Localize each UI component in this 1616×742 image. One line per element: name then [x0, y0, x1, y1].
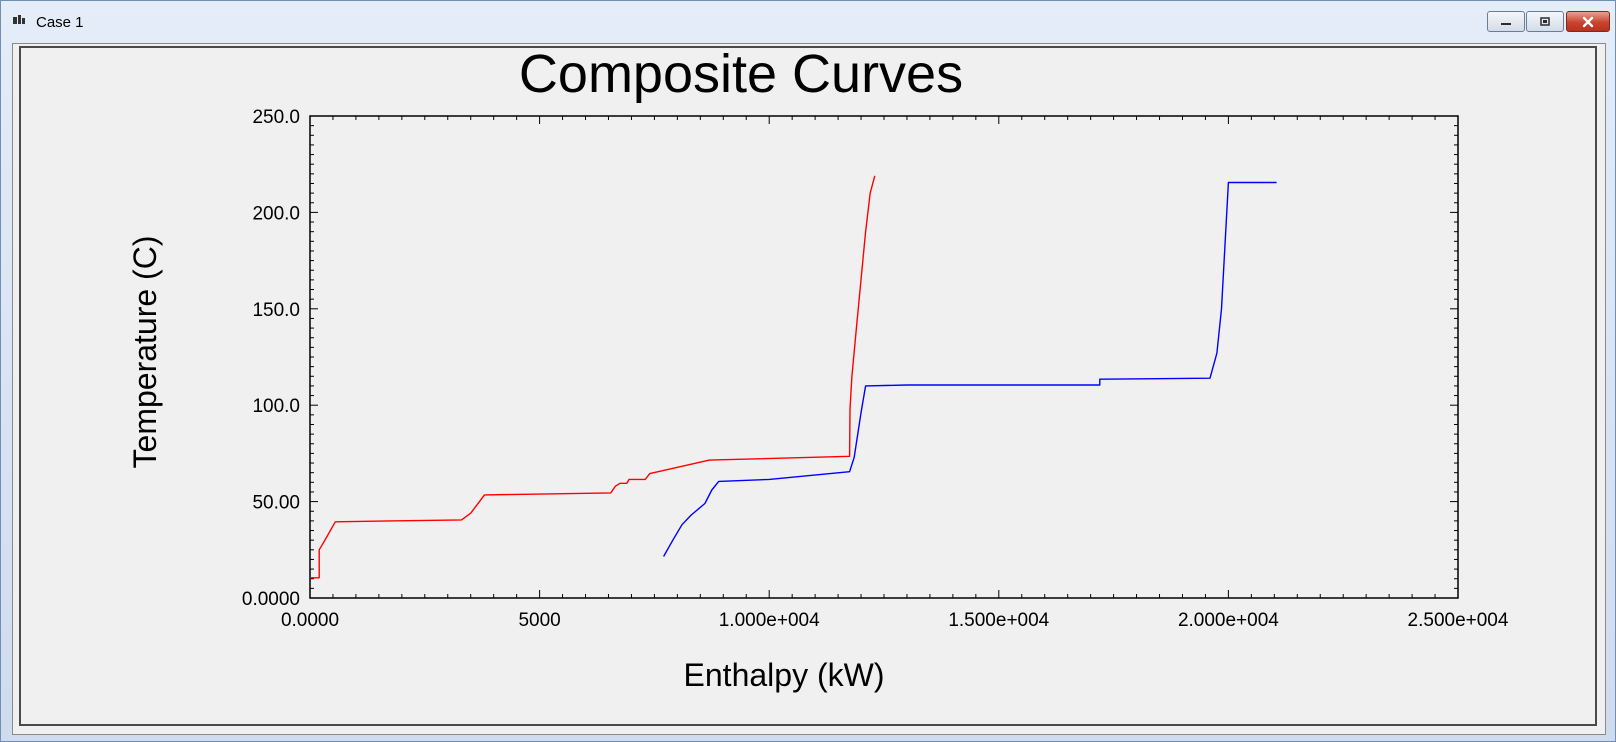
- y-tick-label: 200.0: [252, 203, 300, 224]
- app-icon: [13, 15, 25, 24]
- y-tick-label: 50.00: [252, 493, 300, 514]
- x-tick-label: 1.500e+004: [948, 610, 1049, 631]
- plot-frame: Composite Curves 0.0000 50.00 100.0 150.0 200…: [19, 46, 1597, 726]
- chart-area: Composite Curves 0.0000 50.00 100.0 150.0 200…: [12, 43, 1606, 735]
- minimize-icon: [1501, 22, 1511, 25]
- title-bar[interactable]: Case 1: [1, 1, 1615, 43]
- minimize-button[interactable]: [1487, 11, 1525, 32]
- close-button[interactable]: [1566, 11, 1610, 32]
- y-tick-label: 150.0: [252, 300, 300, 321]
- y-axis-label: Temperature (C): [127, 236, 163, 469]
- hot-composite-curve: [310, 175, 876, 579]
- maximize-icon: [1540, 17, 1550, 26]
- x-tick-label: 2.500e+004: [1408, 610, 1509, 631]
- close-icon: [1582, 16, 1594, 27]
- plot-box: [309, 115, 1459, 599]
- x-tick-label: 0.0000: [281, 610, 339, 631]
- composite-curves-chart: Composite Curves 0.0000 50.00 100.0 150.0 200…: [127, 48, 1509, 693]
- window-title: Case 1: [36, 14, 84, 31]
- x-tick-label: 2.000e+004: [1178, 610, 1279, 631]
- cold-composite-curve: [662, 181, 1277, 557]
- x-tick-label: 1.000e+004: [719, 610, 820, 631]
- chart-title: Composite Curves: [519, 48, 963, 104]
- maximize-button[interactable]: [1526, 11, 1564, 32]
- y-tick-label: 0.0000: [242, 589, 300, 610]
- y-tick-label: 100.0: [252, 396, 300, 417]
- x-axis-label: Enthalpy (kW): [684, 657, 885, 693]
- x-tick-label: 5000: [518, 610, 560, 631]
- y-tick-label: 250.0: [252, 107, 300, 128]
